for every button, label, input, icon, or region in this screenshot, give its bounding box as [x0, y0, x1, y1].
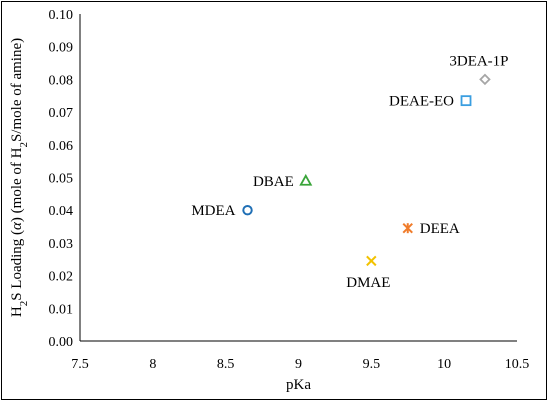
- y-title-suffix: S/mole of amine): [9, 38, 25, 142]
- label-deea: DEEA: [420, 221, 460, 237]
- label-3dea-1p: 3DEA-1P: [449, 53, 508, 69]
- y-tick-label: 0.06: [49, 139, 74, 154]
- y-title-mid2: ) (mole of H: [9, 147, 25, 222]
- x-axis-title: pKa: [286, 377, 311, 393]
- label-dmae: DMAE: [346, 275, 390, 291]
- y-tick-label: 0.04: [49, 204, 74, 219]
- x-tick-label: 10: [437, 357, 451, 372]
- x-tick-label: 8: [149, 357, 156, 372]
- y-tick-label: 0.00: [49, 335, 74, 350]
- y-axis-title: H2S Loading (α) (mole of H2S/mole of ami…: [9, 38, 30, 317]
- x-tick-labels: 7.5 8 8.5 9 9.5 10 10.5: [71, 357, 529, 372]
- label-dbae: DBAE: [253, 174, 294, 190]
- y-tick-label: 0.07: [49, 106, 74, 121]
- y-title-prefix: H: [9, 306, 25, 317]
- x-tick-label: 9: [295, 357, 302, 372]
- label-mdea: MDEA: [191, 203, 235, 219]
- marker-dmae: [366, 255, 377, 267]
- marker-mdea: [242, 205, 253, 216]
- x-tick-label: 7.5: [71, 357, 89, 372]
- y-title-sub1: 2: [18, 301, 30, 307]
- y-tick-label: 0.02: [49, 270, 74, 285]
- x-tick-label: 10.5: [505, 357, 530, 372]
- y-title-alpha: α: [9, 221, 25, 230]
- y-tick-label: 0.05: [49, 172, 74, 187]
- plot-area: [79, 14, 517, 342]
- marker-3dea-1p: [479, 73, 491, 86]
- y-tick-label: 0.09: [49, 41, 74, 56]
- point-labels: MDEA DBAE DMAE DEEA DEAE-EO 3DEA-1P: [191, 53, 508, 290]
- data-markers: [242, 73, 491, 267]
- y-tick-label: 0.03: [49, 237, 74, 252]
- y-tick-label: 0.01: [49, 302, 74, 317]
- y-title-sub2: 2: [18, 142, 30, 148]
- y-title-mid1: S Loading (: [9, 230, 25, 301]
- x-tick-label: 8.5: [217, 357, 235, 372]
- marker-deae-eo: [460, 95, 472, 107]
- y-tick-labels: 0.00 0.01 0.02 0.03 0.04 0.05 0.06 0.07 0.08 0.09…: [49, 8, 74, 350]
- x-tick-label: 9.5: [363, 357, 381, 372]
- label-deae-eo: DEAE-EO: [389, 94, 454, 110]
- y-tick-label: 0.10: [49, 8, 74, 23]
- y-tick-label: 0.08: [49, 73, 74, 88]
- marker-dbae: [299, 173, 313, 186]
- marker-deea: [402, 222, 413, 234]
